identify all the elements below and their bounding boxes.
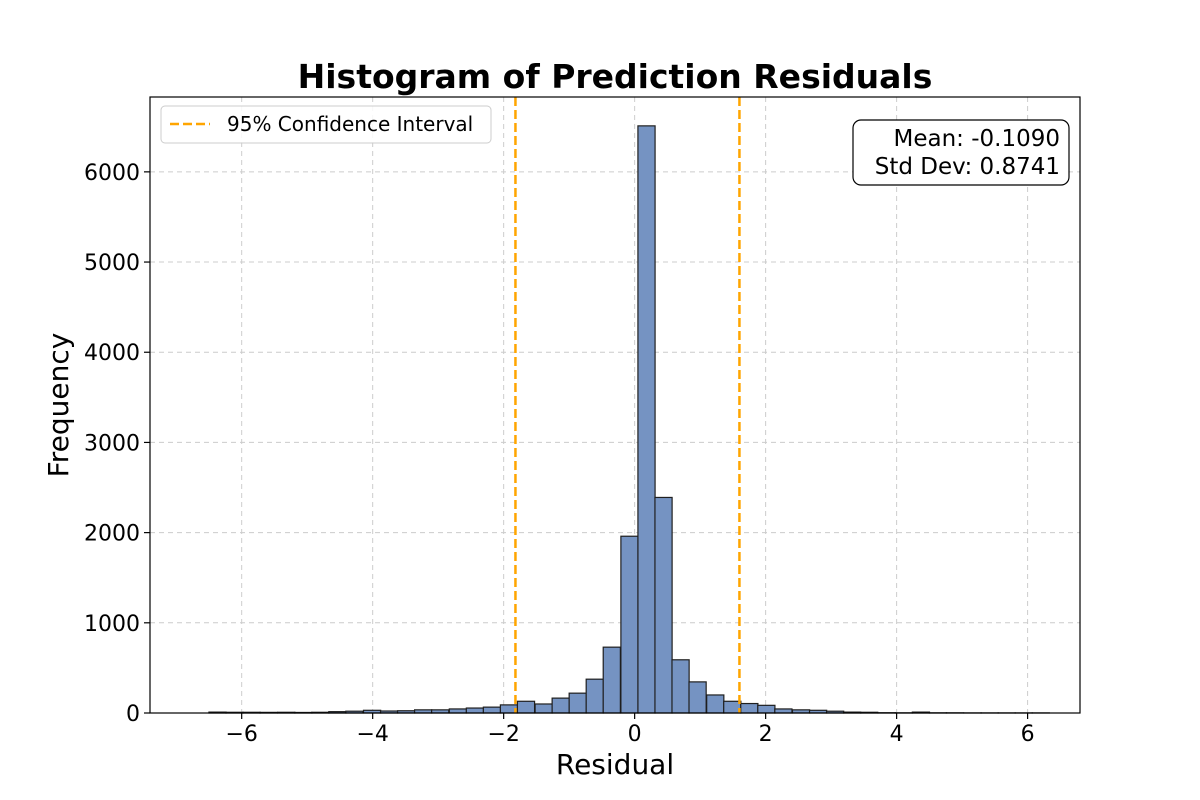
x-tick-label: −4: [356, 722, 388, 747]
y-axis-label: Frequency: [42, 333, 75, 478]
x-axis-label: Residual: [556, 748, 674, 781]
histogram-bar: [637, 125, 656, 714]
y-tick-label: 0: [126, 702, 140, 727]
histogram-bar: [516, 700, 536, 714]
plot-area-frame: [149, 96, 1081, 714]
histogram-bar: [620, 535, 639, 714]
y-tick-label: 1000: [84, 612, 140, 637]
y-tick-label: 2000: [84, 522, 140, 547]
chart-title: Histogram of Prediction Residuals: [298, 57, 933, 96]
stats-std-dev: Std Dev: 0.8741: [875, 154, 1060, 180]
legend-box: [160, 105, 492, 144]
x-tick-label: 6: [1021, 722, 1035, 747]
x-tick-label: 2: [759, 722, 773, 747]
stats-box: Mean: -0.1090 Std Dev: 0.8741: [852, 119, 1070, 186]
histogram-bar: [602, 646, 621, 714]
histogram-bar: [706, 694, 725, 714]
legend: 95% Confidence Interval: [160, 105, 492, 144]
x-tick-label: 4: [890, 722, 904, 747]
stats-mean: Mean: -0.1090: [893, 126, 1060, 152]
histogram-bar: [740, 702, 759, 714]
histogram-bar: [585, 678, 604, 714]
histogram-bar: [482, 706, 502, 714]
y-tick-label: 4000: [84, 341, 140, 366]
legend-ci-label: 95% Confidence Interval: [227, 112, 473, 136]
histogram-bar: [568, 692, 587, 714]
confidence-interval-lines: [514, 97, 741, 713]
y-tick-label: 5000: [84, 251, 140, 276]
histogram-bar: [757, 704, 776, 714]
stats-box-frame: [852, 119, 1070, 186]
histogram-bar: [448, 708, 468, 714]
x-tick-label: −6: [225, 722, 257, 747]
x-tick-label: 0: [628, 722, 642, 747]
y-tick-label: 3000: [84, 431, 140, 456]
histogram-bar: [774, 708, 793, 714]
histogram-bar: [551, 697, 570, 714]
histogram-bar: [654, 496, 673, 714]
histogram-bar: [534, 703, 553, 714]
histogram-bar: [671, 659, 690, 714]
histogram-bar: [688, 681, 707, 714]
y-tick-label: 6000: [84, 161, 140, 186]
x-tick-label: −2: [487, 722, 519, 747]
axis-ticks: −6 −4 −2 0 2 4 6 0 1000 2000 3000 4000 5000 6000: [84, 161, 1035, 747]
histogram-bar: [465, 707, 485, 714]
